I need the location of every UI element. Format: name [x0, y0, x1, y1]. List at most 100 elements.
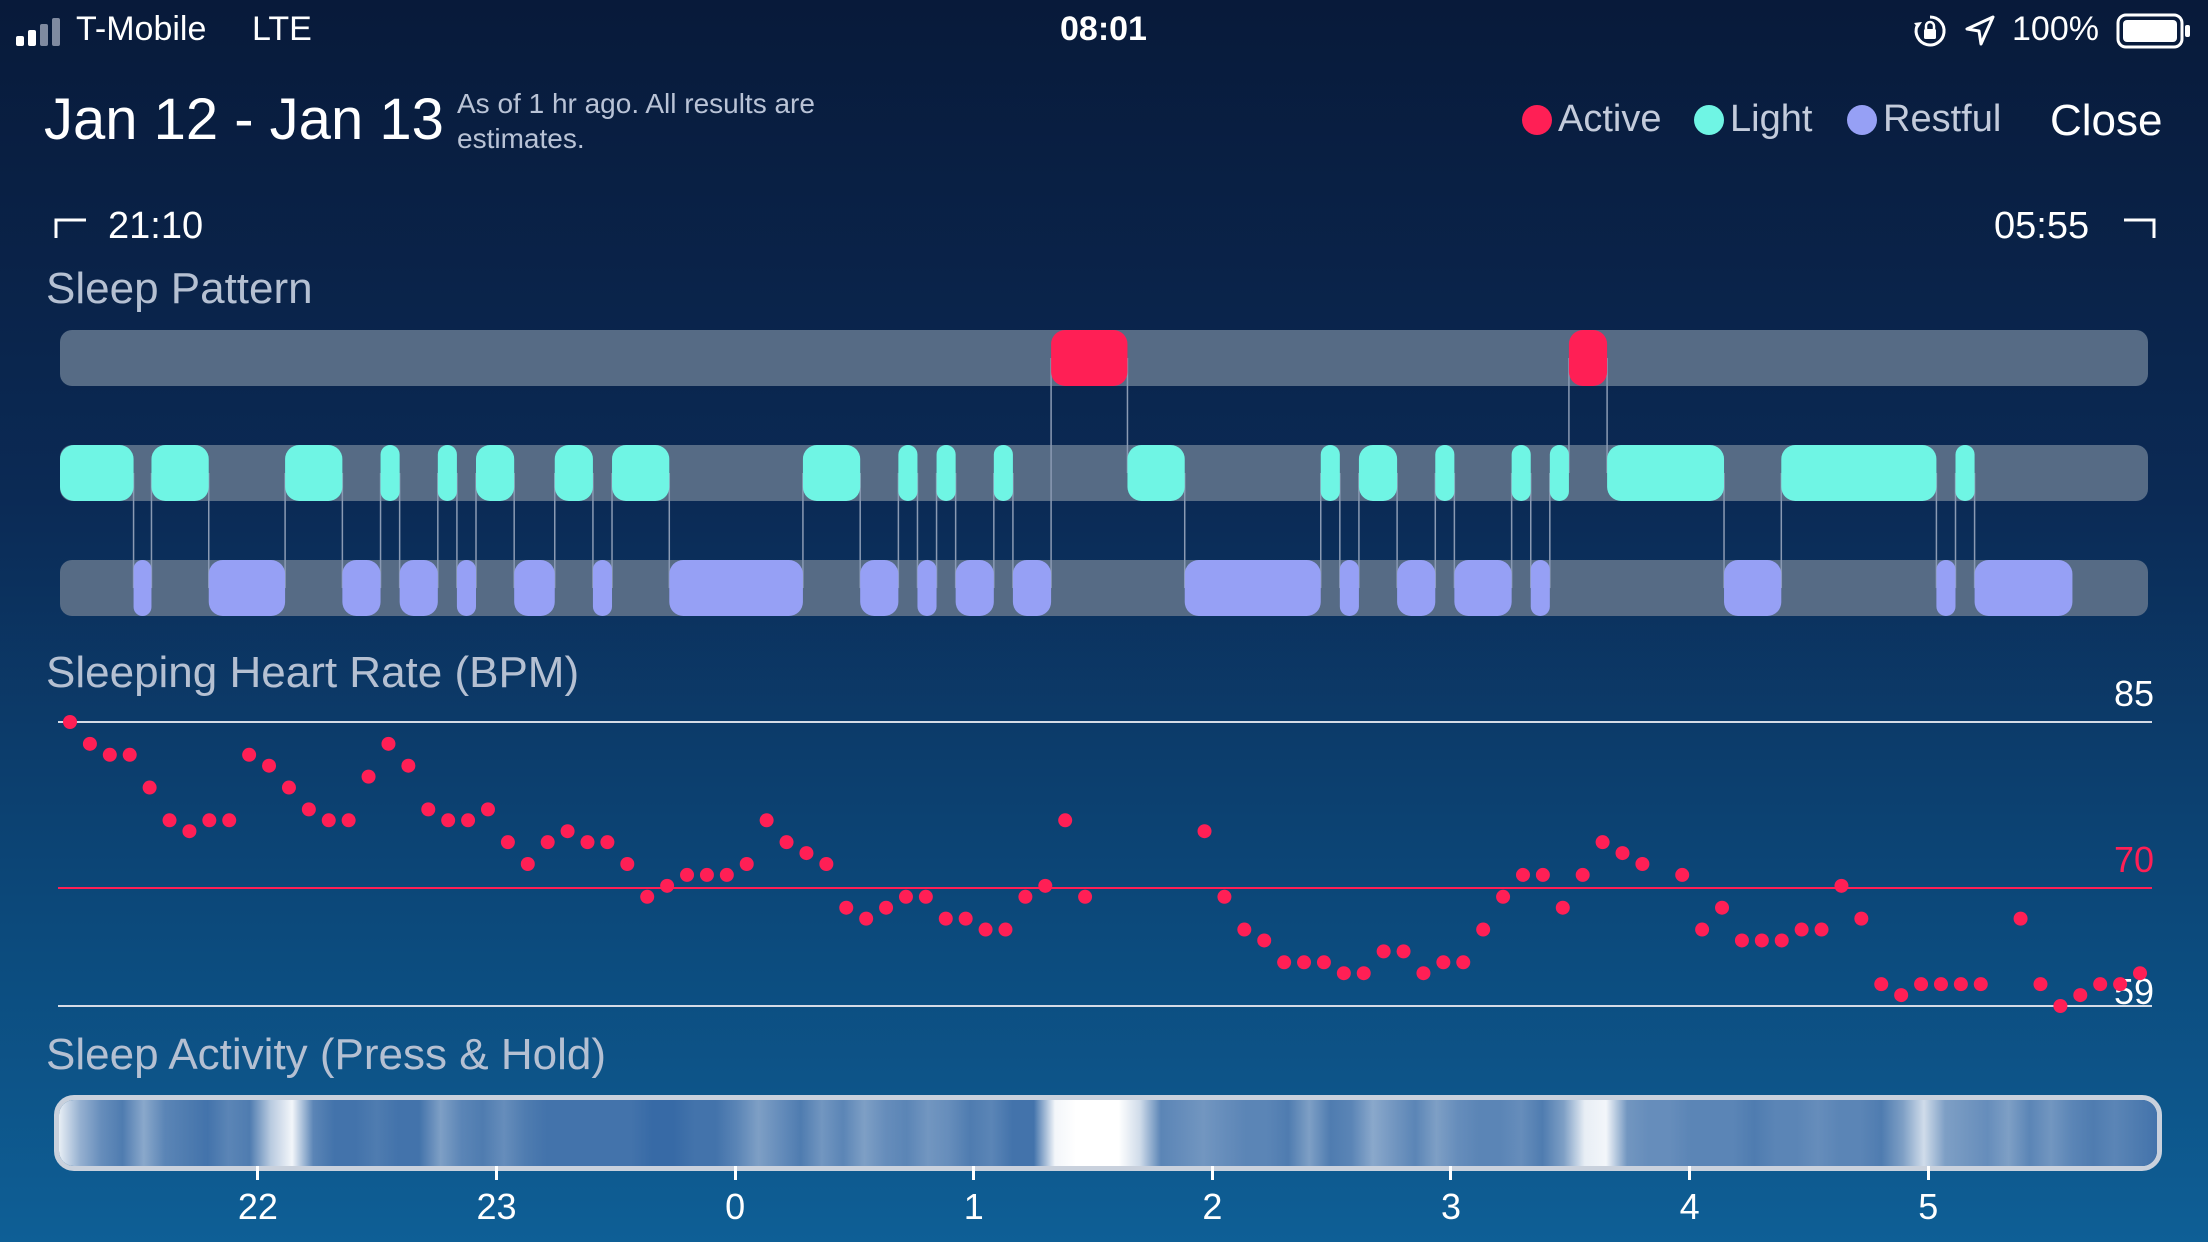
stage-restful [1012, 560, 1052, 616]
hr-dot [2053, 999, 2068, 1013]
axis-tick-mark [1926, 1166, 1930, 1180]
orientation-lock-icon [1912, 14, 1948, 53]
axis-tick-mark [1449, 1166, 1453, 1180]
hr-dot [1436, 955, 1451, 970]
stage-restful [592, 560, 613, 616]
stage-light [554, 445, 593, 501]
hr-dot [1635, 857, 1650, 871]
hr-dot [1953, 977, 1968, 992]
hr-dots [63, 715, 2147, 1013]
hr-dot [1078, 889, 1093, 904]
hr-dot [301, 802, 316, 817]
hr-dot [918, 889, 933, 904]
network-label: LTE [252, 10, 312, 48]
hr-dot [1316, 955, 1331, 970]
stage-restful [917, 560, 937, 616]
axis-tick-label: 2 [1202, 1186, 1223, 1227]
hr-dot [1715, 900, 1730, 915]
legend-active: Active [1522, 98, 1661, 141]
hr-dot [998, 922, 1013, 937]
hr-dot [1774, 933, 1789, 948]
heart-rate-chart: 85 70 59 [58, 673, 2154, 1013]
legend-light: Light [1694, 98, 1812, 141]
stage-light [1955, 445, 1975, 501]
hr-dot [1615, 846, 1630, 861]
hr-dot [2013, 911, 2028, 926]
sleep-pattern-chart[interactable] [0, 320, 2208, 630]
hr-dot [262, 758, 277, 773]
hr-dot [122, 747, 137, 762]
close-button[interactable]: Close [2050, 96, 2163, 145]
hr-dot [2093, 977, 2108, 992]
sleep-activity-bar[interactable] [54, 1095, 2162, 1171]
hr-dot [1356, 966, 1371, 981]
hr-dot [1834, 878, 1849, 893]
hr-dot [1894, 988, 1909, 1003]
hr-avg-label: 70 [2114, 839, 2154, 880]
hr-dot [739, 857, 754, 871]
hr-dot [839, 900, 854, 915]
hr-dot [1595, 835, 1610, 850]
location-arrow-icon [1964, 14, 1996, 53]
hr-dot [1336, 966, 1351, 981]
stage-restful [669, 560, 803, 616]
hr-dot [520, 857, 535, 871]
hr-dot [759, 813, 774, 828]
hr-dot [461, 813, 476, 828]
hr-dot [341, 813, 356, 828]
legend-restful: Restful [1847, 98, 2001, 141]
hr-dot [958, 911, 973, 926]
hr-dot [281, 780, 296, 795]
sleep-activity-gradient[interactable] [59, 1100, 2157, 1166]
hr-dot [1018, 889, 1033, 904]
hr-dot [779, 835, 794, 850]
hr-dot [421, 802, 436, 817]
stage-light [1781, 445, 1937, 501]
stage-active [1568, 330, 1608, 386]
stage-light [476, 445, 515, 501]
hr-dot [799, 846, 814, 861]
axis-tick-label: 1 [963, 1186, 984, 1227]
axis-tick-label: 5 [1918, 1186, 1939, 1227]
hr-dot [1874, 977, 1889, 992]
hr-dot [1535, 867, 1550, 882]
hr-dot [640, 889, 655, 904]
stage-light [1127, 445, 1185, 501]
status-bar: T-Mobile LTE 08:01 100% [0, 0, 2208, 62]
hr-dot [1496, 889, 1511, 904]
axis-tick-mark [1210, 1166, 1214, 1180]
hr-dot [222, 813, 237, 828]
legend-active-label: Active [1558, 98, 1662, 140]
hr-dot [1038, 878, 1053, 893]
hr-dot [1734, 933, 1749, 948]
hr-min-label: 59 [2114, 971, 2154, 1012]
stage-light [993, 445, 1013, 501]
axis-tick-label: 3 [1440, 1186, 1461, 1227]
stage-light [1549, 445, 1569, 501]
stage-light [898, 445, 918, 501]
light-dot-icon [1694, 104, 1724, 135]
hr-dot [242, 747, 257, 762]
hr-dot [680, 867, 695, 882]
axis-tick-label: 23 [476, 1186, 517, 1227]
hr-dot [719, 867, 734, 882]
hr-dot [102, 747, 117, 762]
range-end-bracket-icon [2122, 218, 2156, 245]
hr-dot [182, 824, 197, 839]
signal-bars-icon [16, 16, 68, 51]
active-dot-icon [1522, 104, 1552, 135]
range-start-bracket-icon [54, 218, 88, 245]
restful-dot-icon [1847, 104, 1877, 135]
hr-dot [1575, 867, 1590, 882]
axis-tick-label: 0 [725, 1186, 746, 1227]
hr-dot [1277, 955, 1292, 970]
hr-dot [2033, 977, 2048, 992]
hr-dot [381, 736, 396, 751]
axis-tick-label: 22 [237, 1186, 278, 1227]
hr-dot [1058, 813, 1073, 828]
stage-light [936, 445, 956, 501]
hr-dot [2133, 966, 2147, 981]
heart-rate-title: Sleeping Heart Rate (BPM) [46, 648, 580, 697]
axis-tick-mark [1688, 1166, 1692, 1180]
stage-light [285, 445, 343, 501]
